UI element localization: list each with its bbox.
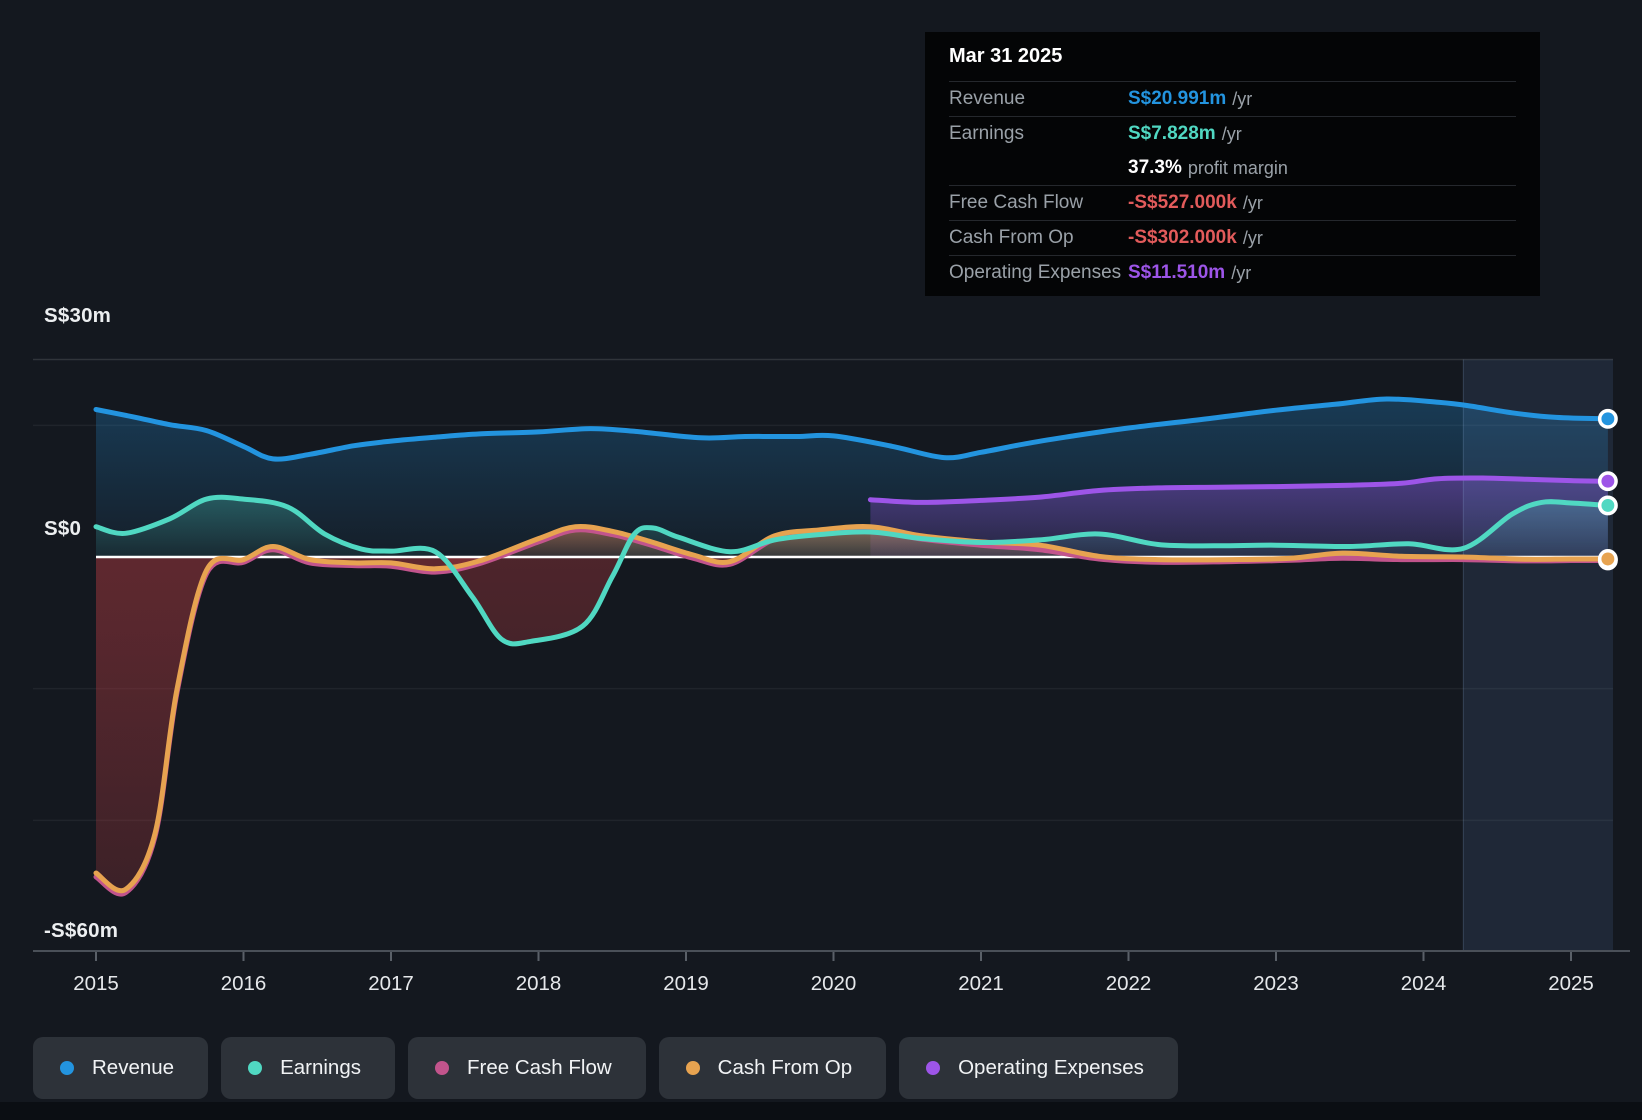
endpoint-dot-earnings[interactable]: [1600, 497, 1616, 513]
tooltip-fcf-label: Free Cash Flow: [949, 192, 1128, 214]
legend-item-free-cash-flow[interactable]: Free Cash Flow: [408, 1037, 646, 1099]
revenue-dot-icon: [60, 1061, 74, 1075]
cash-from-op-dot-icon: [686, 1061, 700, 1075]
endpoint-dot-cashop[interactable]: [1600, 551, 1616, 567]
series-line-cashop[interactable]: [96, 526, 1608, 890]
chart-page: 2015 2016 2017 2018 2019 2020 2021 2022 2023 2024…: [0, 0, 1642, 1120]
tooltip-fcf-value: -S$527.000k: [1128, 192, 1237, 214]
legend-item-earnings[interactable]: Earnings: [221, 1037, 395, 1099]
x-tick-label-2018: 2018: [516, 972, 562, 995]
legend-earnings-label: Earnings: [280, 1056, 361, 1080]
x-tick-label-2016: 2016: [221, 972, 267, 995]
legend-cashop-label: Cash From Op: [718, 1056, 852, 1080]
tooltip-opex-label: Operating Expenses: [949, 262, 1128, 284]
x-axis-ticks: 2015 2016 2017 2018 2019 2020 2021 2022 2023 2024…: [73, 952, 1594, 995]
x-tick-label-2022: 2022: [1106, 972, 1152, 995]
endpoint-dot-opex[interactable]: [1600, 473, 1616, 489]
tooltip-row-opex: Operating Expenses S$11.510m /yr: [949, 255, 1516, 290]
tooltip-row-revenue: Revenue S$20.991m /yr: [949, 81, 1516, 116]
legend-opex-label: Operating Expenses: [958, 1056, 1144, 1080]
tooltip-row-profit-margin: 37.3% profit margin: [949, 151, 1516, 185]
chart-legend: Revenue Earnings Free Cash Flow Cash Fro…: [33, 1037, 1178, 1099]
x-tick-label-2025: 2025: [1548, 972, 1594, 995]
tooltip-earnings-unit: /yr: [1222, 124, 1242, 145]
x-tick-label-2017: 2017: [368, 972, 414, 995]
y-axis-label-neg60m: -S$60m: [44, 919, 118, 943]
series-line-fcf[interactable]: [96, 530, 1608, 894]
tooltip-cashop-value: -S$302.000k: [1128, 227, 1237, 249]
area-cashop-positive: [96, 526, 1608, 890]
free-cash-flow-dot-icon: [435, 1061, 449, 1075]
x-tick-label-2023: 2023: [1253, 972, 1299, 995]
tooltip-margin-value: 37.3%: [1128, 157, 1182, 179]
tooltip-cashop-unit: /yr: [1243, 228, 1263, 249]
x-tick-label-2021: 2021: [958, 972, 1004, 995]
legend-item-operating-expenses[interactable]: Operating Expenses: [899, 1037, 1178, 1099]
area-fcf-positive: [96, 530, 1608, 894]
area-fcf-negative: [96, 530, 1608, 894]
tooltip-revenue-unit: /yr: [1232, 89, 1252, 110]
tooltip-revenue-label: Revenue: [949, 88, 1128, 110]
tooltip-row-cashop: Cash From Op -S$302.000k /yr: [949, 220, 1516, 255]
tooltip-opex-unit: /yr: [1231, 263, 1251, 284]
y-axis-label-zero: S$0: [44, 517, 81, 541]
x-tick-label-2020: 2020: [811, 972, 857, 995]
area-cashop-negative: [96, 526, 1608, 890]
tooltip-fcf-unit: /yr: [1243, 193, 1263, 214]
earnings-dot-icon: [248, 1061, 262, 1075]
tooltip-row-earnings: Earnings S$7.828m /yr: [949, 116, 1516, 151]
tooltip-revenue-value: S$20.991m: [1128, 88, 1226, 110]
x-tick-label-2019: 2019: [663, 972, 709, 995]
legend-fcf-label: Free Cash Flow: [467, 1056, 612, 1080]
tooltip-margin-label: profit margin: [1188, 158, 1288, 179]
tooltip-opex-value: S$11.510m: [1128, 262, 1225, 284]
tooltip-earnings-label: Earnings: [949, 123, 1128, 145]
legend-item-cash-from-op[interactable]: Cash From Op: [659, 1037, 886, 1099]
highlight-band: [1463, 360, 1613, 952]
hover-tooltip: Mar 31 2025 Revenue S$20.991m /yr Earnin…: [925, 32, 1540, 296]
tooltip-cashop-label: Cash From Op: [949, 227, 1128, 249]
legend-revenue-label: Revenue: [92, 1056, 174, 1080]
y-axis-label-30m: S$30m: [44, 304, 111, 328]
tooltip-earnings-value: S$7.828m: [1128, 123, 1216, 145]
tooltip-date-title: Mar 31 2025: [949, 32, 1516, 81]
endpoint-dot-revenue[interactable]: [1600, 411, 1616, 427]
legend-item-revenue[interactable]: Revenue: [33, 1037, 208, 1099]
x-tick-label-2015: 2015: [73, 972, 119, 995]
window-bottom-edge: [0, 1102, 1642, 1120]
tooltip-row-fcf: Free Cash Flow -S$527.000k /yr: [949, 185, 1516, 220]
operating-expenses-dot-icon: [926, 1061, 940, 1075]
x-tick-label-2024: 2024: [1401, 972, 1447, 995]
